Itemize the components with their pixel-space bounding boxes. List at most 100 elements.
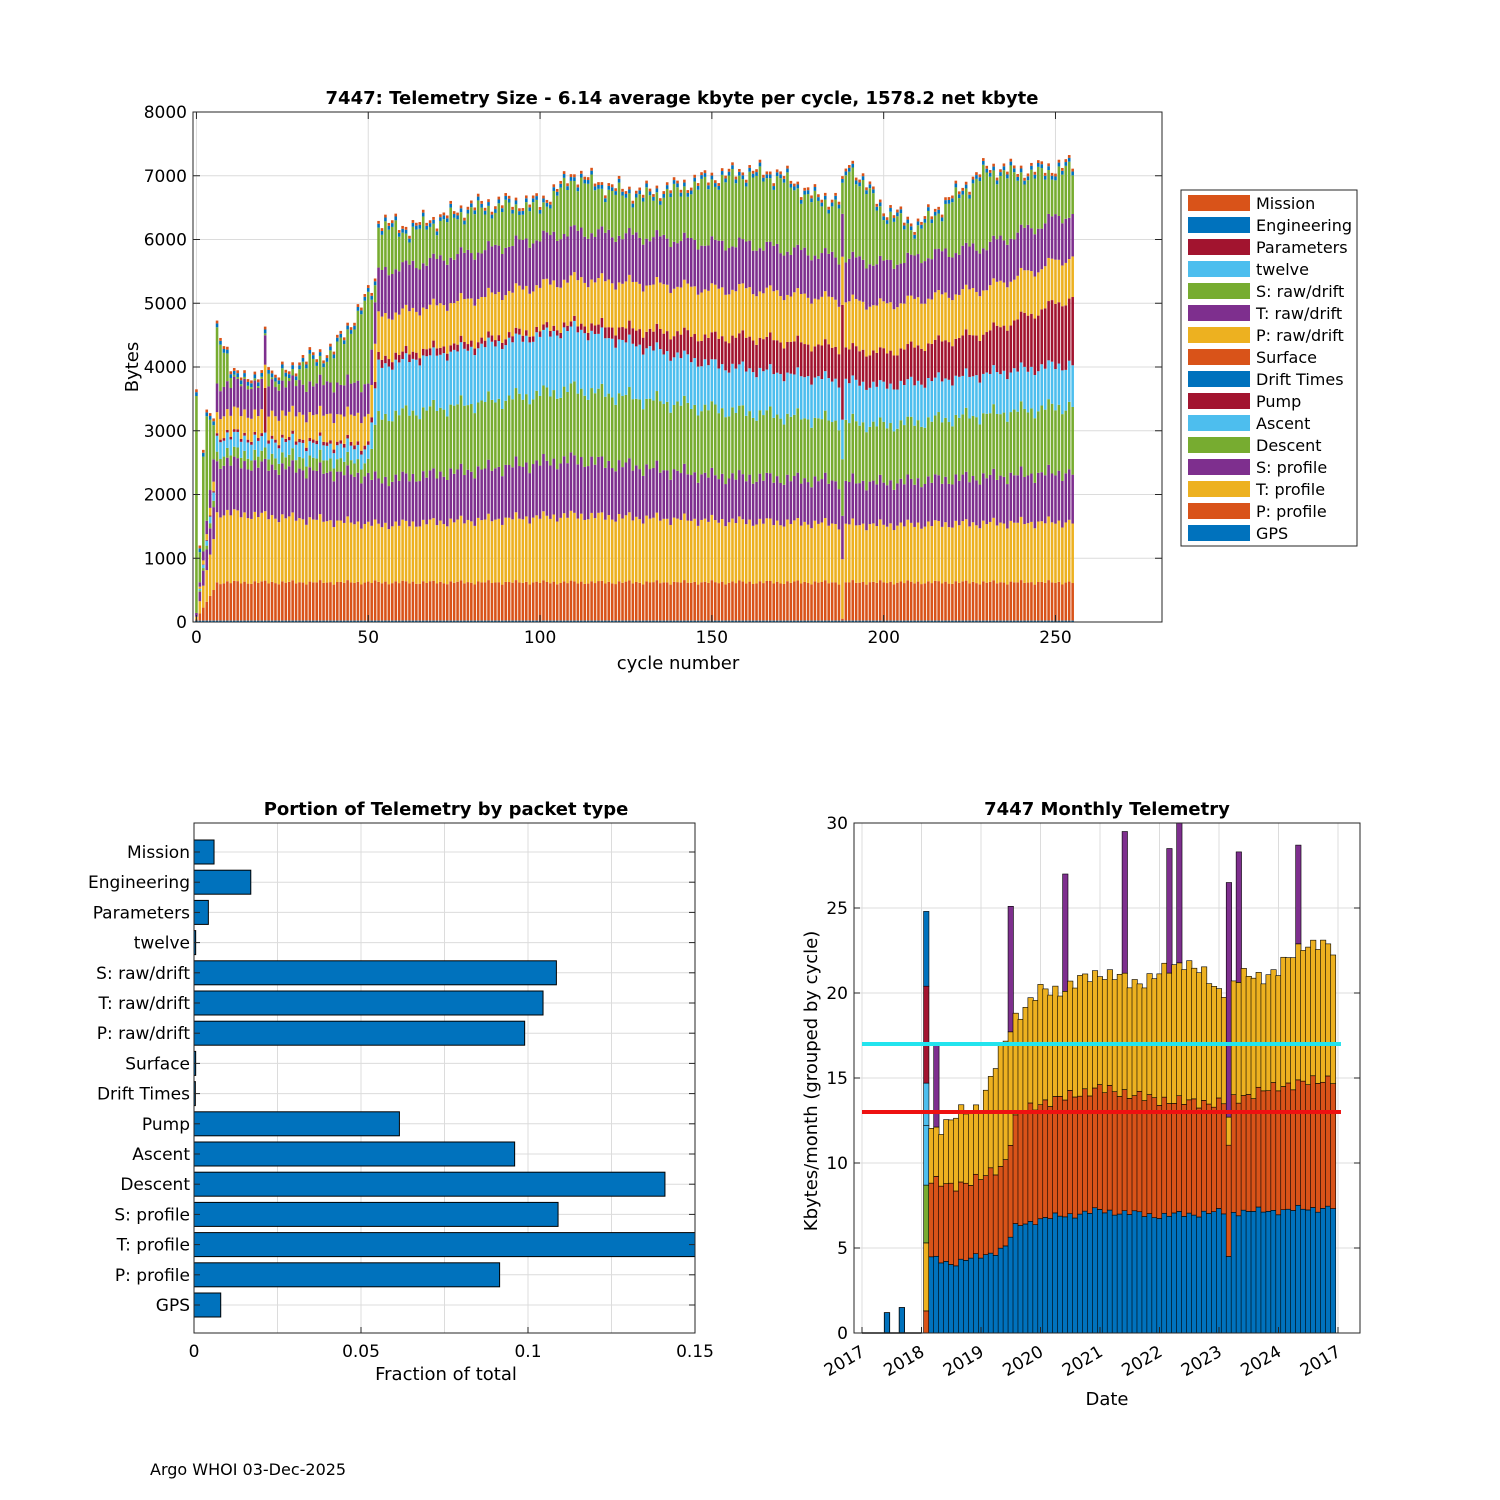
bar-segment: [445, 218, 449, 223]
month-bar-segment: [1315, 1211, 1322, 1334]
bar-segment: [634, 232, 638, 282]
bar-segment: [1064, 159, 1068, 163]
month-bar-segment: [1017, 1018, 1024, 1114]
bar-segment: [896, 209, 899, 213]
month-bar-segment: [1097, 1209, 1104, 1334]
bar-segment: [834, 420, 837, 482]
month-bar-segment: [963, 1182, 970, 1261]
bar-segment: [731, 620, 734, 622]
bar-segment: [689, 620, 693, 622]
bar-segment: [1033, 276, 1037, 319]
bar-segment: [940, 341, 944, 382]
bar-segment: [1006, 171, 1009, 175]
bar-segment: [205, 416, 209, 521]
bar-segment: [689, 408, 693, 476]
bar-segment: [566, 620, 569, 622]
bar-segment: [971, 243, 975, 289]
bar-segment: [892, 489, 896, 531]
bar-segment: [253, 449, 257, 461]
bar-segment: [1016, 475, 1019, 523]
bar-segment: [985, 332, 989, 373]
bar-segment: [793, 183, 796, 187]
bar-segment: [868, 582, 872, 621]
month-bar-segment: [1290, 1089, 1297, 1211]
packet-bar: [193, 1111, 400, 1137]
bar-segment: [927, 378, 930, 418]
bar-segment: [246, 385, 250, 390]
bar-segment: [586, 183, 590, 239]
bar-segment: [394, 521, 398, 582]
bar-segment: [552, 280, 556, 326]
bar-segment: [418, 222, 422, 225]
month-bar-segment: [1196, 972, 1203, 1109]
bar-segment: [329, 443, 332, 459]
bar-segment: [683, 580, 686, 621]
bar-segment: [964, 580, 968, 621]
bar-segment: [549, 208, 552, 236]
bar-segment: [1037, 521, 1040, 583]
bar-segment: [263, 326, 267, 330]
bar-segment: [394, 581, 398, 621]
bar-segment: [731, 335, 734, 364]
bar-segment: [1006, 174, 1009, 179]
bar-segment: [1019, 516, 1023, 581]
bar-segment: [569, 321, 573, 327]
bar-segment: [940, 583, 944, 621]
bar-segment: [659, 328, 662, 350]
bar-segment: [311, 442, 315, 458]
bar-segment: [631, 328, 635, 344]
bar-segment: [549, 583, 552, 621]
bar-segment: [452, 473, 456, 523]
bar-segment: [490, 214, 494, 219]
bar-segment: [982, 334, 985, 374]
bar-segment: [1016, 319, 1019, 372]
bar-segment: [308, 517, 312, 582]
bar-segment: [236, 581, 239, 621]
bar-segment: [1006, 421, 1009, 485]
bar-segment: [738, 516, 741, 581]
month-bar-segment: [1245, 1211, 1252, 1334]
bar-segment: [923, 620, 927, 622]
bar-segment: [480, 253, 483, 298]
bar-segment: [1009, 472, 1013, 521]
bar-segment: [202, 568, 205, 571]
bar-segment: [940, 422, 944, 484]
bar-segment: [1012, 409, 1016, 476]
bar-segment: [545, 199, 549, 203]
bar-segment: [593, 186, 597, 191]
bar-segment: [1050, 403, 1054, 474]
bar-segment: [714, 520, 717, 583]
bar-segment: [834, 481, 837, 524]
month-bar-segment: [1166, 972, 1173, 1104]
bar-segment: [1050, 620, 1054, 622]
bar-segment: [456, 215, 459, 220]
bar-segment: [277, 390, 281, 421]
bar-segment: [672, 288, 676, 337]
bar-segment: [421, 355, 425, 408]
month-bar-segment: [1196, 1216, 1203, 1334]
bar-segment: [294, 380, 298, 387]
bar-segment: [439, 620, 442, 622]
bar-segment: [356, 472, 360, 522]
bar-segment: [707, 245, 710, 291]
month-bar-segment: [1186, 1212, 1193, 1334]
bar-segment: [823, 410, 827, 473]
bar-segment: [710, 359, 714, 402]
bar-segment: [700, 172, 703, 176]
bar-segment: [916, 297, 920, 346]
bar-segment: [755, 169, 758, 173]
bar-segment: [885, 259, 889, 304]
month-bar-spike: [1176, 822, 1183, 964]
bar-segment: [751, 583, 755, 621]
month-bar-segment: [1320, 1208, 1327, 1334]
bar-segment: [456, 300, 459, 345]
bar-segment: [806, 194, 810, 256]
month-bar-segment: [1111, 979, 1118, 1092]
bar-segment: [1006, 287, 1009, 331]
bar-segment: [610, 283, 614, 328]
bar-segment: [342, 385, 346, 417]
bar-segment: [435, 231, 439, 236]
bar-segment: [734, 479, 738, 524]
bar-segment: [425, 225, 428, 230]
bar-segment: [394, 312, 398, 353]
